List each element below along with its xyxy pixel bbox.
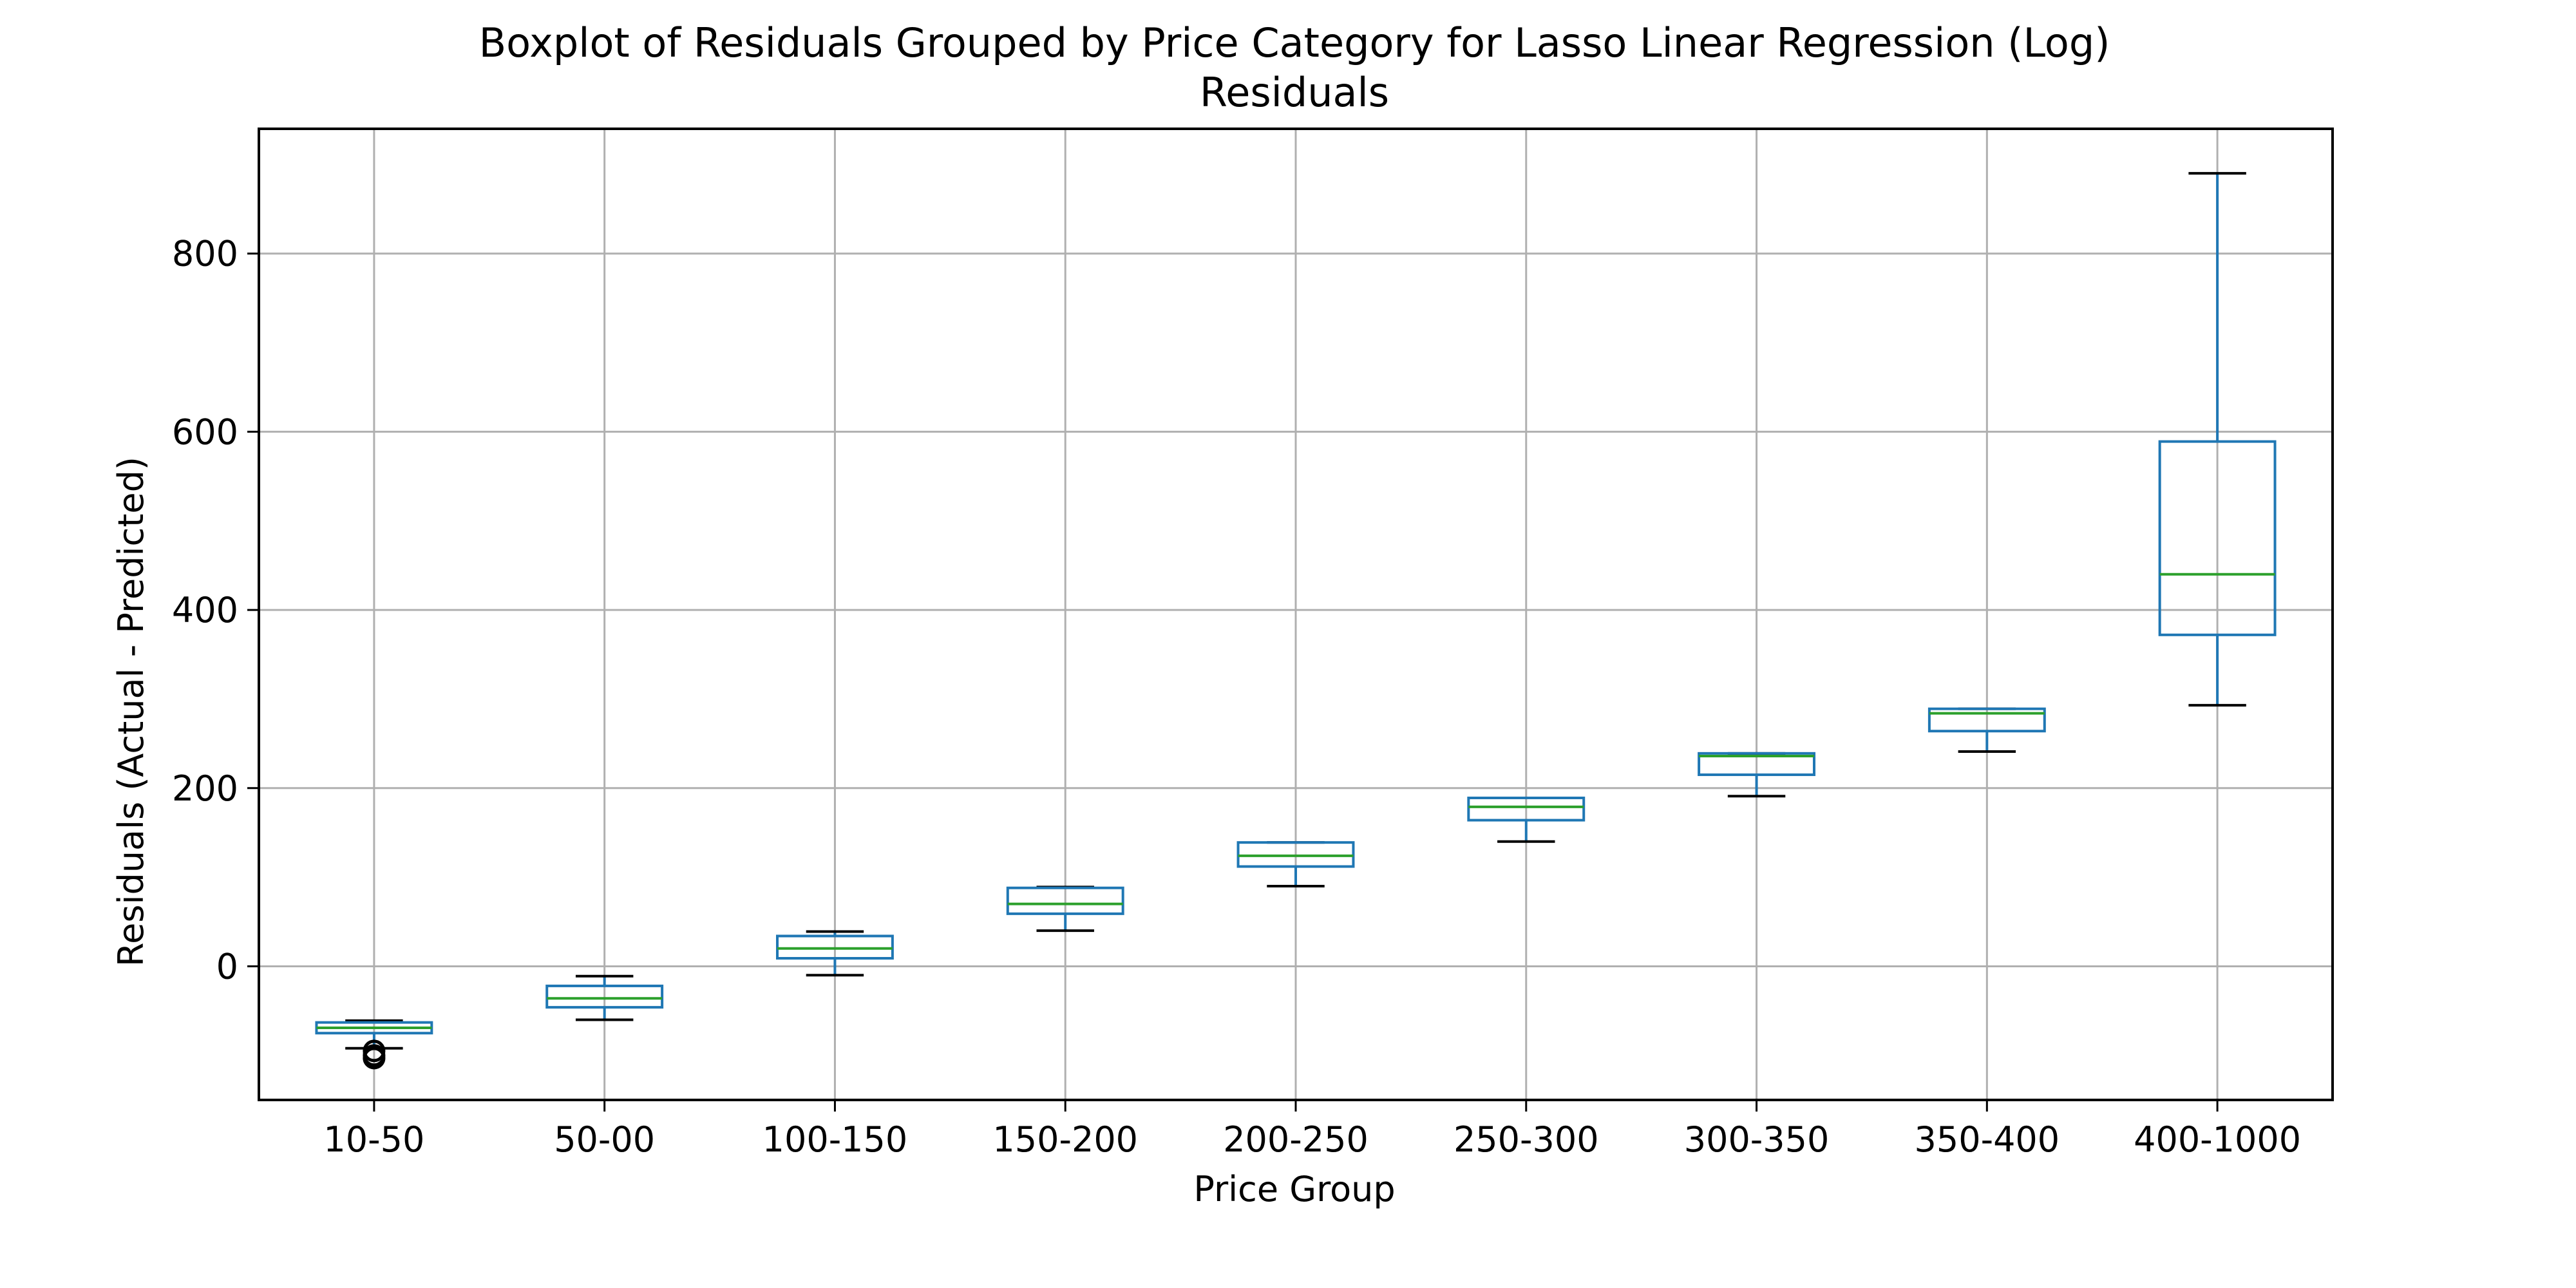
chart-subtitle: Residuals — [1200, 69, 1389, 116]
y-tick-label: 800 — [172, 234, 238, 274]
plot-area: 0 200 400 600 800 10-50 50-00 100-150 150-200 200… — [172, 128, 2334, 1160]
x-tick-label: 50-00 — [554, 1119, 655, 1160]
y-tick-label: 400 — [172, 590, 238, 630]
x-tick-label: 100-150 — [762, 1119, 908, 1160]
x-tick-label: 200-250 — [1223, 1119, 1368, 1160]
y-tick-label: 600 — [172, 412, 238, 452]
iqr-box — [1236, 841, 1355, 868]
x-tick-label: 300-350 — [1684, 1119, 1830, 1160]
x-tick-label: 250-300 — [1454, 1119, 1599, 1160]
iqr-box — [1698, 752, 1815, 777]
outlier-point — [363, 1046, 386, 1070]
x-tick-label: 10-50 — [323, 1119, 424, 1160]
x-tick-label: 400-1000 — [2134, 1119, 2301, 1160]
y-tick-label: 0 — [216, 946, 238, 987]
iqr-box — [2158, 440, 2277, 636]
iqr-box — [1006, 886, 1124, 915]
x-tick-label: 350-400 — [1915, 1119, 2060, 1160]
x-axis-label: Price Group — [1193, 1169, 1395, 1209]
y-axis-label: Residuals (Actual - Predicted) — [111, 457, 151, 967]
iqr-box — [1927, 707, 2046, 733]
plot-frame — [258, 128, 2334, 1101]
x-tick-label: 150-200 — [992, 1119, 1138, 1160]
iqr-box — [1467, 796, 1586, 822]
iqr-box — [545, 984, 664, 1009]
iqr-box — [776, 934, 894, 960]
y-tick-label: 200 — [172, 768, 238, 809]
chart-title: Boxplot of Residuals Grouped by Price Ca… — [479, 19, 2110, 66]
